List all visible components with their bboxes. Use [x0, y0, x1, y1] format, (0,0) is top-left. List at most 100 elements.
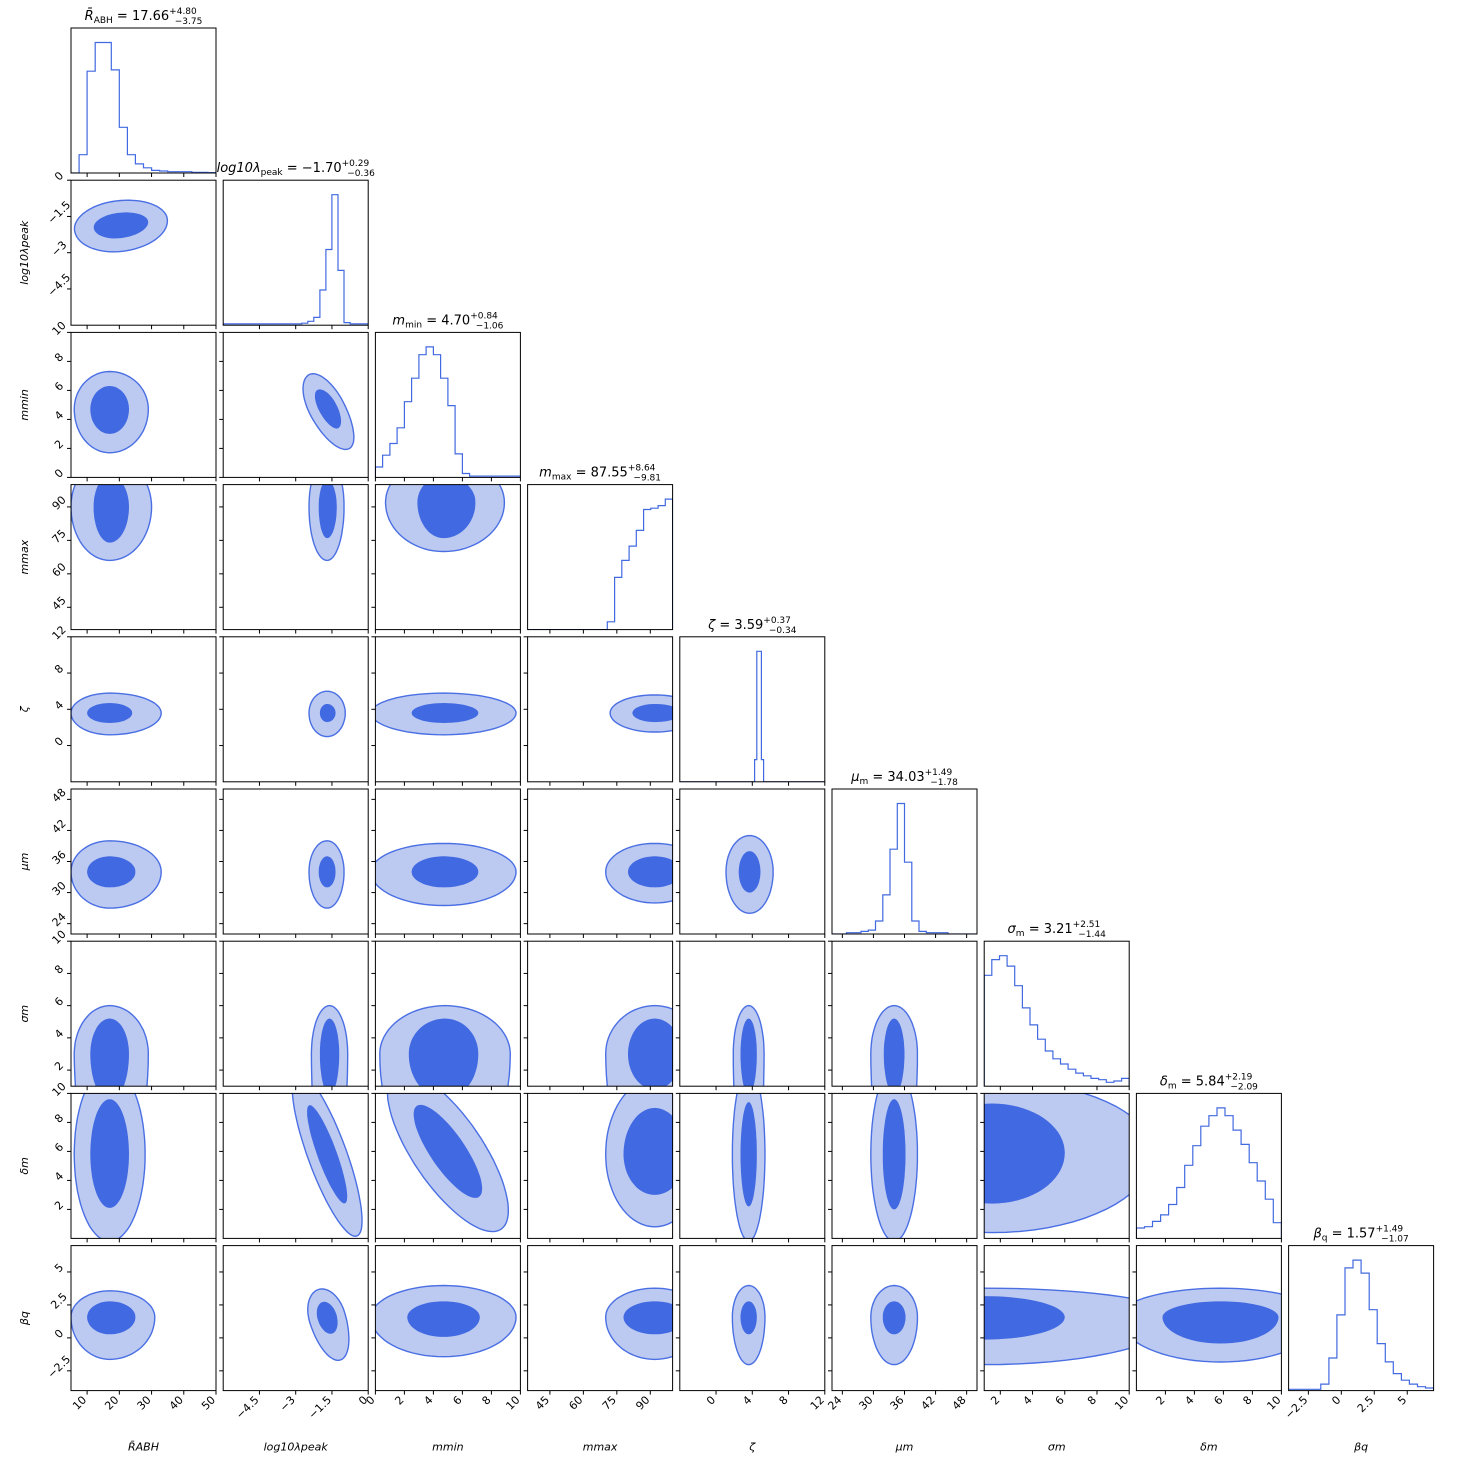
y-tick-label: −3 — [49, 238, 70, 259]
panel-frame — [222, 788, 369, 935]
x-tick-label: 10 — [1112, 1394, 1131, 1413]
contour-68-7-4 — [740, 1102, 757, 1207]
panel-frame — [1135, 1092, 1282, 1239]
histogram-6 — [984, 955, 1130, 1087]
contour-68-4-1 — [319, 704, 336, 723]
contour-68-6-5 — [883, 1018, 905, 1087]
y-tick-label: 4 — [52, 408, 66, 422]
panel-title-5: μm = 34.03+1.49 −1.78 — [850, 768, 958, 788]
x-tick-label: 48 — [950, 1394, 969, 1413]
panel-frame — [527, 484, 674, 631]
x-tick-label: 4 — [1021, 1394, 1035, 1408]
contour-panel-4-1 — [219, 636, 369, 786]
x-tick-label: −2.5 — [1282, 1394, 1310, 1422]
contour-panel-5-0 — [67, 788, 217, 938]
panel-title-0: R̄ABH = 17.66+4.80 −3.75 — [85, 7, 203, 27]
contour-68-6-4 — [740, 1018, 757, 1087]
panel-frame — [222, 179, 369, 326]
x-tick-label: 20 — [102, 1394, 121, 1413]
x-axis-label-6: σm — [1048, 1441, 1066, 1454]
x-tick-label: 8 — [1085, 1394, 1099, 1408]
x-axis-label-1: log10λpeak — [264, 1441, 329, 1454]
contour-panel-4-3 — [523, 636, 674, 786]
x-axis-label-0: R̄ABH — [128, 1441, 159, 1454]
contour-panel-3-1 — [219, 484, 369, 634]
x-tick-label: 75 — [600, 1394, 619, 1413]
x-axis-label-5: μm — [895, 1441, 914, 1454]
hist-panel-0 — [70, 27, 217, 177]
x-tick-label: 2 — [392, 1394, 406, 1408]
y-axis-label-4: ζ — [18, 705, 31, 713]
contour-68-4-3 — [632, 704, 673, 723]
histogram-0 — [71, 41, 216, 173]
hist-panel-6 — [983, 940, 1130, 1091]
x-tick-label: 40 — [167, 1394, 186, 1413]
contour-panel-4-2 — [371, 636, 521, 786]
contour-68-5-0 — [87, 856, 136, 888]
contour-68-5-1 — [318, 856, 336, 888]
panel-frame — [374, 940, 521, 1087]
x-tick-label: 50 — [199, 1394, 218, 1413]
y-axis-label-7: δm — [18, 1157, 31, 1174]
contour-68-7-5 — [882, 1099, 906, 1210]
panel-title-1: log10λpeak = −1.70+0.29 −0.36 — [217, 159, 375, 179]
panel-frame — [222, 484, 369, 631]
contour-68-7-6 — [984, 1103, 1065, 1204]
x-tick-label: −3 — [277, 1394, 298, 1415]
contour-68-3-0 — [93, 484, 129, 543]
panel-frame — [70, 940, 217, 1087]
y-tick-label: 36 — [50, 848, 69, 867]
contour-panel-7-1 — [219, 1092, 369, 1243]
histogram-2 — [375, 346, 521, 478]
contour-panel-8-1 — [219, 1245, 369, 1395]
contour-panel-7-0 — [67, 1092, 217, 1243]
y-axis-label-3: mmax — [18, 539, 31, 574]
y-tick-label: 6 — [52, 1140, 66, 1154]
contour-68-5-3 — [628, 856, 673, 888]
contour-68-8-0 — [87, 1301, 136, 1335]
contour-panel-6-1 — [219, 940, 369, 1091]
panel-title-3: mmax = 87.55+8.64 −9.81 — [539, 464, 661, 484]
contour-panel-8-3 — [523, 1245, 674, 1395]
contour-68-6-2 — [408, 1018, 479, 1087]
y-tick-label: 6 — [52, 995, 66, 1009]
x-tick-label: 2 — [1153, 1394, 1167, 1408]
panel-frame — [983, 1092, 1130, 1239]
contour-68-7-1 — [307, 1105, 348, 1204]
panel-title-2: mmin = 4.70+0.84 −1.06 — [392, 311, 503, 331]
x-axis-label-3: mmax — [583, 1441, 618, 1454]
x-tick-label: 60 — [566, 1394, 585, 1413]
y-tick-label: 4 — [52, 1169, 66, 1183]
panel-frame — [527, 1092, 674, 1239]
y-tick-label: 42 — [50, 817, 69, 836]
y-tick-label: 2.5 — [48, 1290, 70, 1312]
x-tick-label: 6 — [450, 1394, 464, 1408]
contour-panel-8-5 — [828, 1245, 978, 1395]
x-tick-label: 0 — [1329, 1394, 1343, 1408]
y-tick-label: 8 — [52, 662, 66, 676]
contour-panel-8-2 — [371, 1245, 521, 1395]
y-tick-label: 8 — [52, 350, 66, 364]
histogram-4 — [679, 650, 825, 782]
y-tick-label: 8 — [52, 1111, 66, 1125]
x-tick-label: 10 — [503, 1394, 522, 1413]
x-tick-label: 24 — [825, 1394, 844, 1413]
y-axis-label-1: log10λpeak — [18, 220, 31, 285]
contour-panel-8-6 — [980, 1245, 1130, 1395]
panel-frame — [1288, 1245, 1435, 1392]
panel-frame — [70, 484, 217, 631]
x-tick-label: 36 — [888, 1394, 907, 1413]
y-tick-label: 12 — [50, 623, 69, 642]
contour-68-3-1 — [318, 484, 337, 539]
contour-panel-2-0 — [67, 331, 217, 482]
contour-panel-7-2 — [371, 1092, 521, 1243]
y-axis-label-8: βq — [18, 1311, 31, 1326]
contour-panel-3-2 — [371, 484, 521, 634]
contour-panel-1-0 — [67, 179, 217, 330]
y-tick-label: 2 — [52, 1198, 66, 1212]
y-tick-label: 4 — [52, 698, 66, 712]
y-tick-label: 5 — [52, 1261, 66, 1275]
hist-panel-3 — [527, 484, 674, 634]
contour-panel-7-4 — [675, 1092, 826, 1243]
